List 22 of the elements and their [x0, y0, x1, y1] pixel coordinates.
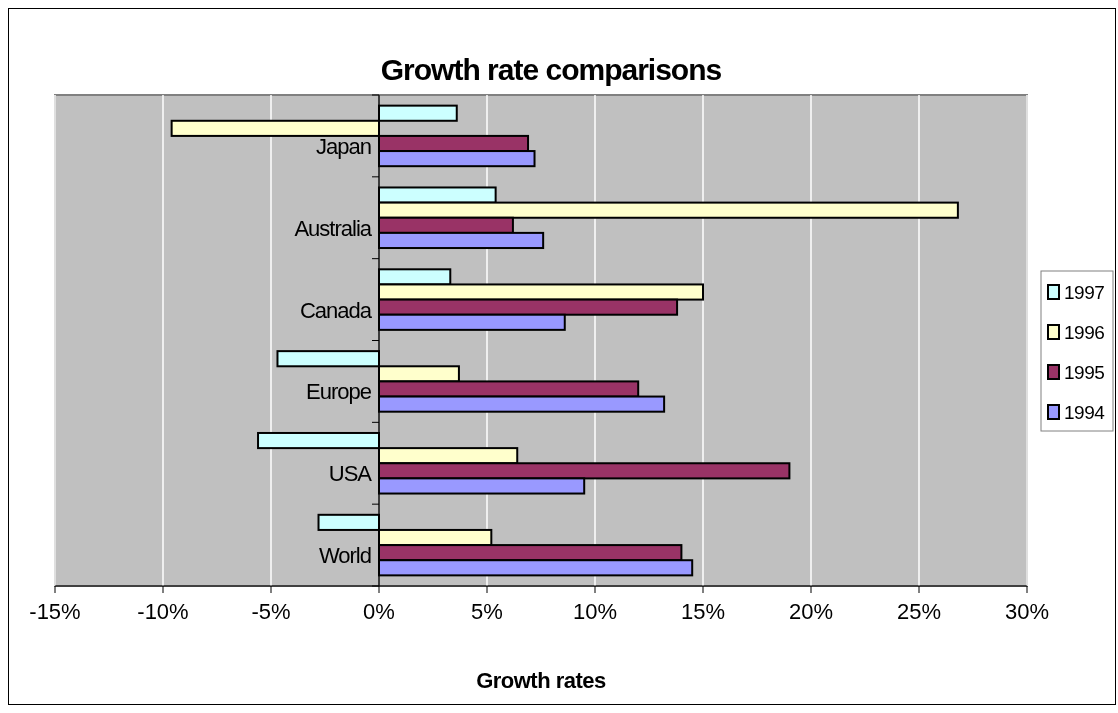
y-tick-label: Australia	[294, 215, 373, 241]
x-tick-label: 25%	[896, 599, 942, 624]
legend-label: 1995	[1064, 362, 1105, 383]
y-tick-label: World	[318, 543, 371, 569]
y-tick-label: Canada	[299, 297, 373, 323]
x-tick-label: 20%	[788, 599, 834, 624]
legend-label: 1996	[1064, 322, 1105, 343]
x-tick-label: -10%	[137, 599, 189, 624]
legend-label: 1997	[1064, 282, 1105, 303]
x-tick-label: 15%	[680, 599, 726, 624]
x-tick-label: -15%	[29, 599, 81, 624]
x-tick-label: 10%	[572, 599, 618, 624]
x-tick-label: 5%	[471, 599, 503, 624]
legend-label: 1994	[1064, 402, 1106, 423]
x-tick-label: 30%	[1004, 599, 1050, 624]
chart-title: Growth rate comparisons	[380, 53, 722, 86]
y-tick-label: Europe	[306, 379, 372, 405]
y-tick-label: USA	[328, 461, 373, 487]
y-tick-label: Japan	[316, 133, 371, 159]
x-axis-title: Growth rates	[476, 668, 607, 693]
x-tick-label: 0%	[363, 599, 395, 624]
x-tick-label: -5%	[251, 599, 291, 624]
